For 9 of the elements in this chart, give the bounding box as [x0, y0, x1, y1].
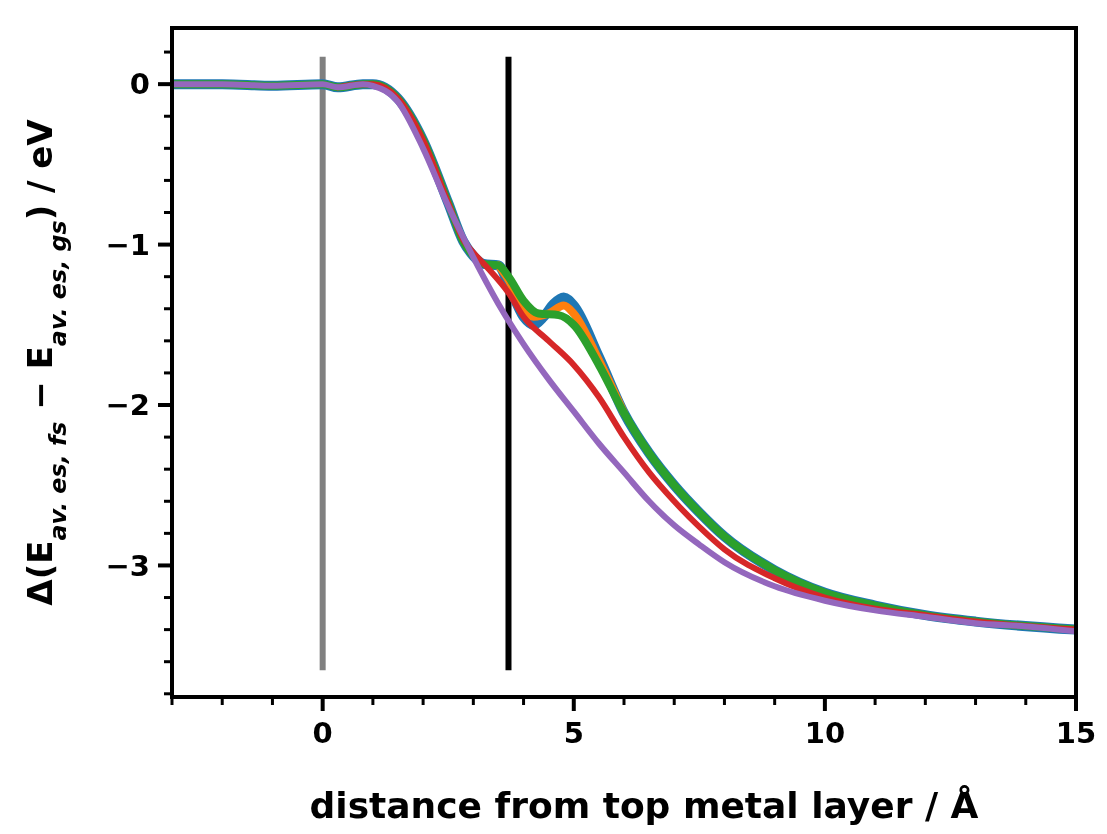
y-tick-label: −3: [105, 548, 150, 583]
y-tick-label: 0: [129, 67, 150, 102]
x-axis-title: distance from top metal layer / Å: [309, 785, 979, 826]
x-tick-label: 10: [804, 716, 846, 750]
x-tick-label: 0: [312, 716, 333, 750]
y-tick-label: −2: [105, 388, 150, 423]
y-tick-label: −1: [105, 227, 150, 262]
x-tick-label: 15: [1055, 716, 1097, 750]
x-tick-label: 5: [563, 716, 584, 750]
